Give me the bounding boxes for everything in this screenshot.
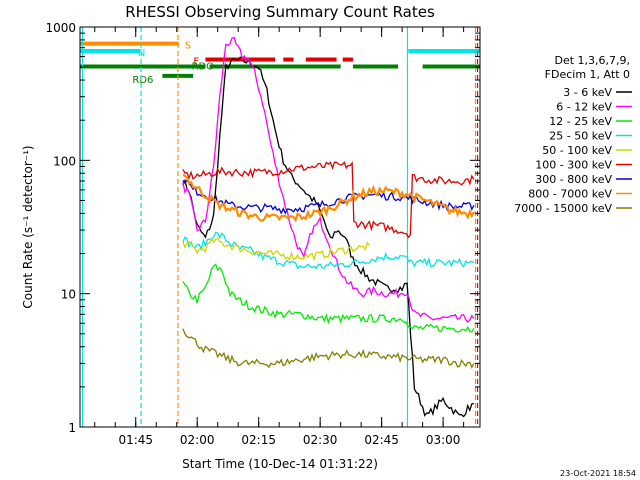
- y-axis-label: Count Rate (s⁻¹ detector⁻¹): [21, 145, 35, 308]
- series-line: [182, 328, 475, 369]
- y-tick-label: 10: [61, 288, 76, 302]
- legend-header-line-2: FDecim 1, Att 0: [545, 68, 630, 81]
- series-line: [182, 161, 475, 239]
- series-line: [182, 56, 475, 418]
- x-tick-label: 02:15: [241, 433, 276, 447]
- x-tick-label: 02:45: [364, 433, 399, 447]
- legend-label: 300 - 800 keV: [535, 173, 612, 186]
- legend-header-line-1: Det 1,3,6,7,9,: [554, 54, 630, 67]
- legend-label: 100 - 300 keV: [535, 159, 612, 172]
- flag-label-rd6: RD6: [132, 75, 153, 86]
- series-line: [182, 36, 475, 323]
- legend-label: 50 - 100 keV: [542, 144, 612, 157]
- flag-label-s: S: [185, 41, 191, 52]
- x-tick-label: 01:45: [118, 433, 153, 447]
- legend-label: 3 - 6 keV: [563, 86, 612, 99]
- legend-label: 25 - 50 keV: [549, 130, 612, 143]
- footer-timestamp: 23-Oct-2021 18:54: [560, 469, 636, 478]
- y-tick-label: 100: [53, 154, 76, 168]
- flag-label-rdo: RDO: [192, 62, 215, 73]
- series-line: [182, 174, 475, 223]
- flag-label-f: F: [193, 57, 199, 68]
- legend: Det 1,3,6,7,9, FDecim 1, Att 0 3 - 6 keV…: [514, 54, 632, 215]
- series-line: [182, 263, 475, 333]
- x-tick-label: 02:00: [180, 433, 215, 447]
- y-tick-label: 1000: [45, 21, 76, 35]
- legend-label: 800 - 7000 keV: [528, 188, 612, 201]
- legend-label: 6 - 12 keV: [556, 101, 612, 114]
- plot-area: SNFRDORD6110100100001:4502:0002:1502:300…: [45, 21, 481, 447]
- x-tick-label: 03:00: [426, 433, 461, 447]
- chart-title: RHESSI Observing Summary Count Rates: [125, 3, 435, 21]
- x-axis-label: Start Time (10-Dec-14 01:31:22): [182, 457, 378, 471]
- series-line: [182, 237, 370, 262]
- x-tick-label: 02:30: [303, 433, 338, 447]
- y-tick-label: 1: [68, 421, 76, 435]
- legend-label: 7000 - 15000 keV: [514, 202, 612, 215]
- plot-frame: [79, 26, 481, 428]
- legend-label: 12 - 25 keV: [549, 115, 612, 128]
- series-line: [182, 231, 475, 270]
